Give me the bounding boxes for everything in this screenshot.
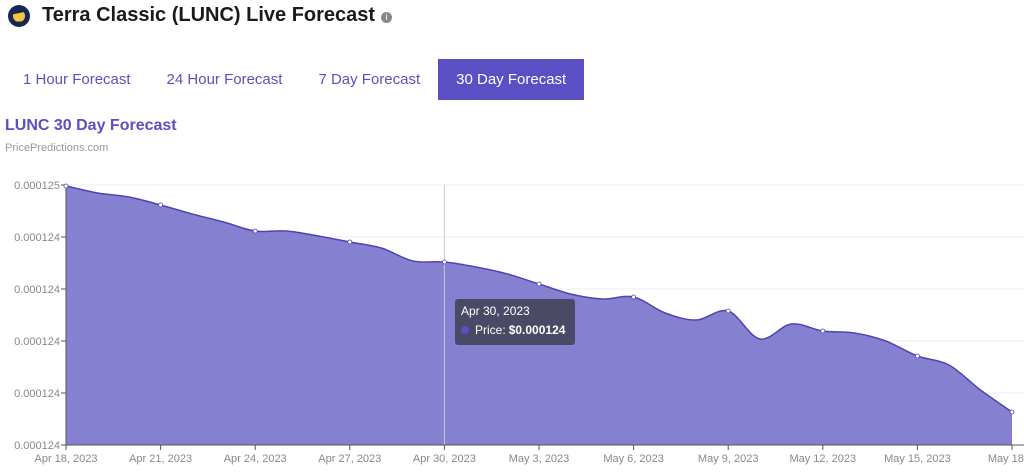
y-tick-label: 0.000124 [14,336,60,348]
tab-30-day[interactable]: 30 Day Forecast [438,59,585,100]
x-tick-label: Apr 21, 2023 [129,453,192,465]
tab-1-hour[interactable]: 1 Hour Forecast [23,71,131,88]
series-dot-icon [461,326,469,334]
data-point [915,353,920,359]
data-point [1009,409,1015,415]
chart-subtitle: PricePredictions.com [5,142,109,154]
y-tick-label: 0.000125 [14,180,60,192]
x-tick-label: May 18, 2 [988,453,1024,465]
header: Terra Classic (LUNC) Live Forecast i [8,4,393,27]
tooltip-label: Price: [475,323,506,337]
x-tick-label: May 3, 2023 [509,453,570,465]
info-icon[interactable]: i [381,12,393,23]
data-point [63,183,69,189]
data-point [536,281,542,287]
data-point [631,294,636,300]
tooltip-value: $0.000124 [508,323,566,337]
data-point [347,239,353,245]
x-tick-label: May 9, 2023 [698,453,759,465]
x-tick-label: May 15, 2023 [884,453,951,465]
y-tick-label: 0.000124 [14,440,60,452]
page-title: Terra Classic (LUNC) Live Forecast [42,4,376,26]
y-tick-label: 0.000124 [14,388,60,400]
y-tick-label: 0.000124 [14,232,60,244]
data-point [820,328,826,334]
tooltip: Apr 30, 2023 Price: $0.000124 [455,299,575,345]
tab-24-hour[interactable]: 24 Hour Forecast [166,71,283,88]
x-tick-label: Apr 27, 2023 [318,453,381,465]
y-tick-label: 0.000124 [14,284,60,296]
x-tick-label: May 12, 2023 [789,453,856,465]
data-point [725,308,731,314]
chart-title: LUNC 30 Day Forecast [5,117,177,134]
data-point [252,228,258,234]
data-point [158,202,164,208]
tab-7-day[interactable]: 7 Day Forecast [318,71,421,88]
forecast-tabs: 1 Hour Forecast 24 Hour Forecast 7 Day F… [5,59,585,100]
x-tick-label: Apr 24, 2023 [224,453,287,465]
tooltip-date: Apr 30, 2023 [461,304,530,318]
data-point [441,259,447,265]
x-tick-label: Apr 30, 2023 [413,453,476,465]
terra-luna-logo [8,4,30,27]
x-tick-label: Apr 18, 2023 [35,453,98,465]
x-tick-label: May 6, 2023 [603,453,664,465]
